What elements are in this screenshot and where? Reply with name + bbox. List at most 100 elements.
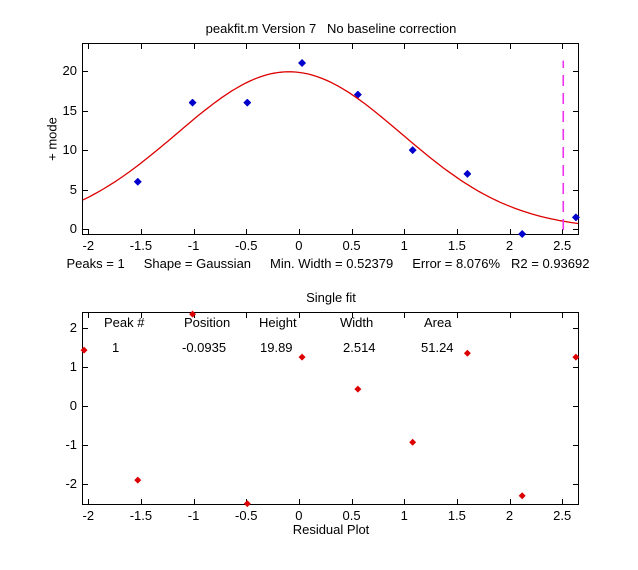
x-tick-mark xyxy=(193,499,195,504)
table-cell-position: -0.0935 xyxy=(182,340,227,355)
y-tick-label: 10 xyxy=(62,142,77,158)
x-tick-label: 2.5 xyxy=(553,238,572,253)
y-tick-mark xyxy=(573,150,578,152)
x-tick-label: -2 xyxy=(82,238,95,253)
y-tick-label: 20 xyxy=(62,62,77,78)
residual-point-marker xyxy=(80,346,88,354)
x-tick-mark xyxy=(456,313,458,318)
x-tick-mark xyxy=(298,229,300,234)
y-tick-mark xyxy=(573,189,578,191)
fit-curve xyxy=(82,71,579,225)
x-tick-label: 0 xyxy=(295,508,303,523)
x-tick-label: -1 xyxy=(187,238,200,253)
x-tick-mark xyxy=(351,313,353,318)
x-tick-mark xyxy=(140,499,142,504)
y-tick-label: -1 xyxy=(65,437,77,453)
stat-min-width: Min. Width = 0.52379 xyxy=(270,256,394,271)
y-tick-mark xyxy=(573,366,578,368)
residual-point-marker xyxy=(134,476,142,484)
x-tick-mark xyxy=(246,44,248,49)
y-tick-mark xyxy=(83,484,88,486)
residual-point-marker xyxy=(518,492,526,500)
x-tick-label: 2 xyxy=(505,508,514,523)
table-header-height: Height xyxy=(259,315,297,330)
stat-error: Error = 8.076% xyxy=(412,256,501,271)
residual-point-marker xyxy=(572,353,580,361)
x-tick-mark xyxy=(509,499,511,504)
bottom-plot-title: Single fit xyxy=(306,290,356,305)
data-point-marker xyxy=(463,169,472,178)
x-tick-mark xyxy=(456,499,458,504)
x-tick-mark xyxy=(88,313,90,318)
residual-plot-area[interactable]: -2 -1.5 -1 -0.5 0 0.5 1 1.5 2 2.5 -2 -1 0 1 2 xyxy=(65,310,580,523)
data-point-marker xyxy=(353,90,362,99)
stat-shape: Shape = Gaussian xyxy=(143,256,252,271)
table-cell-width: 2.514 xyxy=(343,340,376,355)
x-tick-label: 1 xyxy=(400,508,408,523)
y-tick-mark xyxy=(83,189,88,191)
x-tick-mark xyxy=(509,229,511,234)
top-plot-title: peakfit.m Version 7 No baseline correcti… xyxy=(205,21,457,36)
table-cell-peak-number: 1 xyxy=(112,340,120,355)
x-tick-mark xyxy=(509,44,511,49)
y-tick-mark xyxy=(573,110,578,112)
x-tick-mark xyxy=(88,499,90,504)
y-tick-label: 0 xyxy=(69,221,77,237)
fit-statistics-line: Peaks = 1 Shape = Gaussian Min. Width = … xyxy=(67,256,590,271)
y-tick-mark xyxy=(83,70,88,72)
x-tick-mark xyxy=(351,229,353,234)
y-tick-mark xyxy=(83,229,88,231)
residual-point-marker xyxy=(463,349,471,357)
x-tick-label: -2 xyxy=(82,508,95,523)
y-tick-mark xyxy=(83,445,88,447)
x-tick-label: -1 xyxy=(187,508,200,523)
y-tick-mark xyxy=(573,70,578,72)
y-tick-mark xyxy=(573,229,578,231)
residual-point-marker xyxy=(354,385,362,393)
data-point-marker xyxy=(571,213,580,222)
y-tick-mark xyxy=(573,327,578,329)
y-tick-mark xyxy=(573,484,578,486)
y-tick-mark xyxy=(573,405,578,407)
x-tick-mark xyxy=(456,44,458,49)
data-point-marker xyxy=(188,98,197,107)
y-tick-label: 5 xyxy=(69,181,77,197)
table-header-position: Position xyxy=(184,315,231,330)
residual-plot-xlabel: Residual Plot xyxy=(292,522,370,537)
x-tick-label: 0.5 xyxy=(342,238,361,253)
y-tick-label: 1 xyxy=(69,358,77,374)
x-tick-mark xyxy=(140,229,142,234)
x-tick-mark xyxy=(88,44,90,49)
x-tick-mark xyxy=(562,229,564,234)
table-cell-area: 51.24 xyxy=(421,340,454,355)
y-tick-label: 15 xyxy=(62,102,77,118)
x-tick-mark xyxy=(404,313,406,318)
x-tick-mark xyxy=(298,313,300,318)
residual-point-marker xyxy=(298,353,306,361)
x-tick-mark xyxy=(298,44,300,49)
x-tick-mark xyxy=(246,313,248,318)
x-tick-label: 1.5 xyxy=(447,508,466,523)
stat-r2: R2 = 0.93692 xyxy=(511,256,590,271)
x-tick-mark xyxy=(140,44,142,49)
x-tick-label: -0.5 xyxy=(235,238,258,253)
table-header-width: Width xyxy=(340,315,374,330)
residual-point-marker xyxy=(409,438,417,446)
y-tick-mark xyxy=(83,150,88,152)
data-point-marker xyxy=(243,98,252,107)
x-tick-mark xyxy=(298,499,300,504)
y-tick-label: -2 xyxy=(65,476,77,492)
x-tick-mark xyxy=(404,44,406,49)
stat-peaks: Peaks = 1 xyxy=(66,256,125,271)
x-tick-label: -1.5 xyxy=(129,508,153,523)
y-tick-mark xyxy=(83,327,88,329)
x-tick-mark xyxy=(88,229,90,234)
fit-plot-area[interactable]: -2 -1.5 -1 -0.5 0 0.5 1 1.5 2 2.5 0 5 10 15 20 xyxy=(63,43,580,253)
table-header-peak: Peak # xyxy=(104,315,145,330)
x-tick-label: 1 xyxy=(400,238,408,253)
x-tick-mark xyxy=(509,313,511,318)
residual-point-marker xyxy=(189,310,197,318)
x-tick-label: 2.5 xyxy=(553,508,572,523)
x-tick-mark xyxy=(562,499,564,504)
x-tick-label: -0.5 xyxy=(235,508,258,523)
